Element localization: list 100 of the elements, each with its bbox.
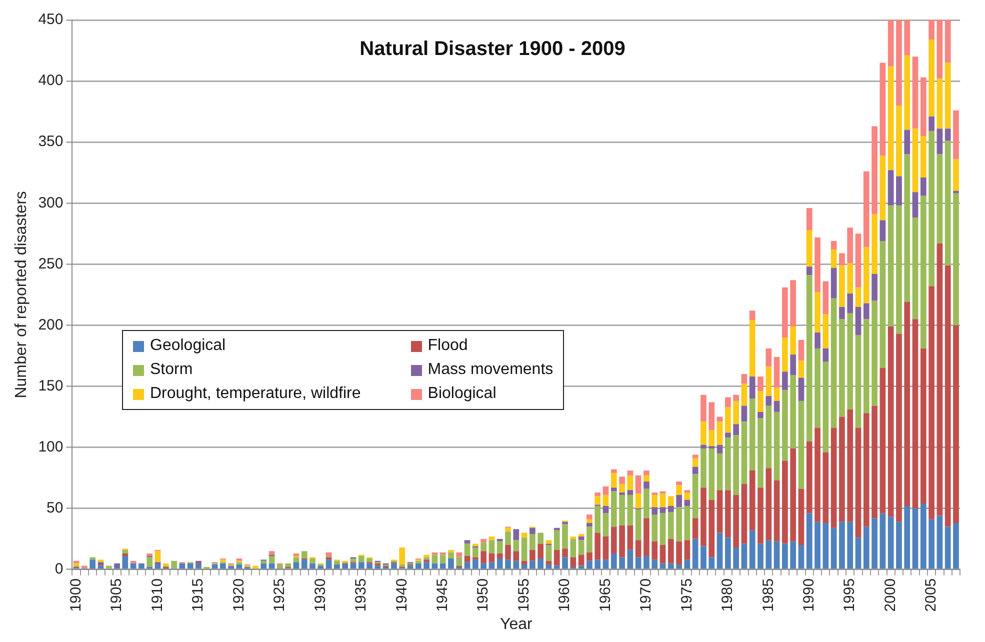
bar	[953, 523, 959, 569]
bar	[847, 409, 854, 522]
bar	[236, 562, 242, 565]
y-axis-title: Number of reported disasters	[13, 191, 30, 398]
bar	[863, 303, 870, 320]
bar	[880, 513, 886, 569]
y-tick-label: 100	[38, 438, 64, 456]
y-tick-label: 400	[38, 72, 64, 90]
bar	[562, 522, 568, 524]
bar	[782, 390, 788, 461]
bar	[594, 506, 601, 533]
bar	[790, 354, 796, 376]
bar	[758, 544, 764, 569]
bar	[936, 78, 943, 129]
bar	[822, 314, 829, 348]
bar	[440, 554, 446, 564]
bar	[749, 398, 756, 471]
bar	[627, 490, 634, 495]
bar	[98, 560, 104, 562]
bar	[822, 523, 829, 569]
bar	[928, 131, 934, 286]
bar	[236, 564, 242, 569]
bar	[90, 560, 96, 569]
bar	[798, 488, 804, 546]
bar	[928, 40, 934, 116]
bar	[488, 562, 495, 569]
bar	[888, 326, 894, 517]
bar	[741, 374, 748, 384]
bar	[562, 524, 568, 549]
bar	[684, 500, 690, 506]
x-tick-label: 1945	[434, 578, 451, 612]
bar	[839, 416, 845, 522]
bar	[863, 247, 870, 304]
bar	[847, 313, 854, 410]
bar	[766, 406, 772, 468]
bar	[774, 541, 780, 569]
bar	[920, 136, 926, 178]
bar	[928, 286, 934, 520]
y-tick-label: 200	[38, 316, 64, 334]
y-tick-label: 300	[38, 194, 64, 212]
bar	[855, 428, 862, 538]
bar	[660, 513, 666, 546]
bar	[610, 472, 617, 488]
text: Natural Disaster 1900 - 2009	[358, 38, 626, 61]
bar	[627, 525, 634, 550]
x-tick-label: 1940	[393, 578, 410, 612]
x-tick-label: 1935	[352, 578, 370, 612]
bar	[896, 206, 902, 334]
bar	[944, 128, 951, 141]
bar	[733, 394, 739, 401]
bar	[635, 475, 642, 494]
bar	[830, 528, 837, 569]
bar	[936, 128, 943, 154]
bar	[660, 545, 666, 564]
bar	[920, 504, 926, 569]
bar	[366, 563, 372, 569]
bar	[424, 562, 430, 569]
bar	[830, 428, 837, 528]
bar	[733, 547, 739, 569]
bar	[530, 560, 536, 569]
bar	[855, 287, 862, 307]
bar	[602, 513, 609, 536]
bar	[782, 337, 788, 372]
bar	[619, 476, 625, 484]
bar	[546, 560, 552, 565]
x-tick-label: 1900	[67, 578, 84, 612]
bar	[790, 280, 796, 326]
bar	[790, 326, 796, 355]
bar	[888, 170, 894, 206]
bar	[456, 557, 462, 566]
bar	[830, 250, 837, 268]
bar	[220, 560, 226, 562]
bar	[716, 444, 723, 454]
x-axis-title: Year	[500, 616, 533, 633]
bar	[806, 275, 812, 442]
bar	[912, 319, 918, 508]
bar	[602, 506, 609, 514]
bar	[260, 560, 267, 564]
bar	[700, 422, 706, 445]
bar	[700, 394, 706, 422]
y-tick-label: 450	[38, 11, 64, 28]
bar	[855, 538, 862, 569]
bar	[814, 348, 820, 428]
bar	[424, 560, 430, 562]
bar	[644, 518, 650, 556]
bar	[570, 538, 576, 558]
legend-label: Flood	[428, 337, 468, 355]
bar	[684, 540, 690, 560]
bar	[904, 154, 910, 302]
bar	[554, 528, 560, 530]
bar	[448, 550, 454, 552]
bar	[749, 320, 756, 377]
bar	[814, 237, 820, 292]
bar	[716, 422, 723, 445]
bar	[708, 430, 715, 446]
bar	[912, 192, 918, 218]
bar	[758, 412, 764, 418]
bar	[684, 560, 690, 569]
bar	[644, 482, 650, 489]
bar	[700, 444, 706, 449]
